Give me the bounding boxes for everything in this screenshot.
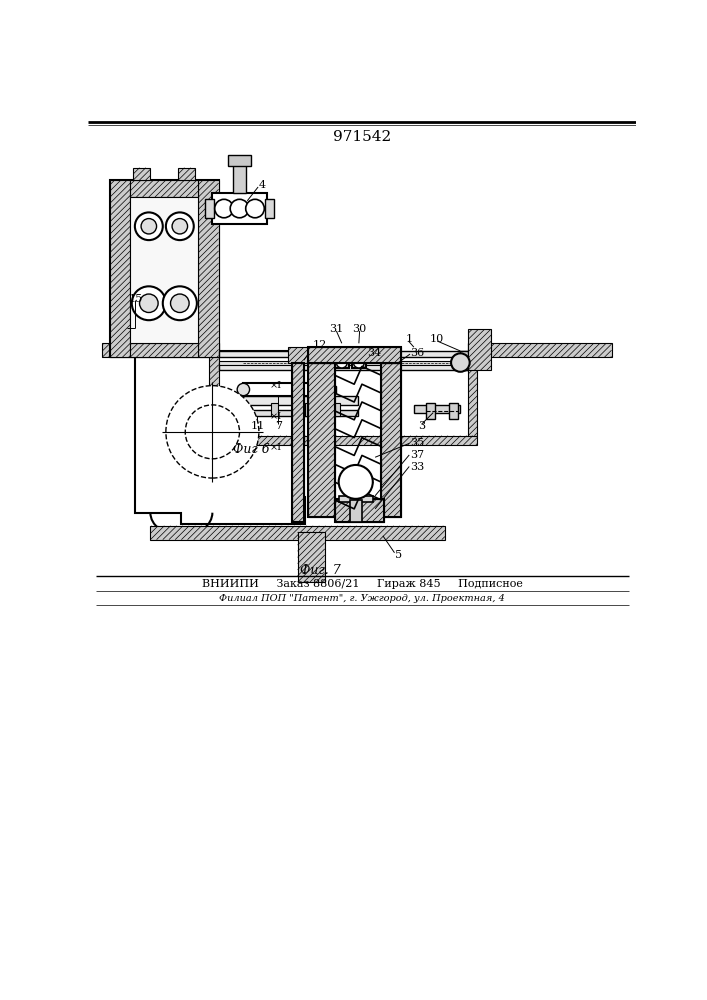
Bar [199, 180, 218, 357]
Text: 971542: 971542 [333, 130, 391, 144]
Bar [308, 347, 401, 363]
Text: 37: 37 [410, 450, 424, 460]
Circle shape [166, 386, 259, 478]
Text: 10: 10 [429, 334, 443, 344]
Circle shape [339, 465, 373, 499]
Circle shape [354, 357, 364, 368]
Bar [305, 403, 313, 416]
Circle shape [166, 212, 194, 240]
Bar [292, 363, 304, 522]
Bar [288, 347, 320, 363]
Bar [308, 363, 335, 517]
Bar [209, 436, 477, 445]
Text: Фиг. 7: Фиг. 7 [300, 564, 341, 577]
Circle shape [230, 199, 249, 218]
Bar [228, 155, 251, 166]
Text: 34: 34 [368, 348, 382, 358]
Bar [218, 410, 358, 416]
Bar [308, 347, 401, 363]
Text: 11: 11 [250, 421, 264, 431]
Bar [460, 351, 468, 370]
Bar [349, 500, 362, 522]
Bar [381, 363, 401, 517]
Bar [218, 361, 464, 365]
Text: 33: 33 [410, 462, 424, 472]
Bar [110, 180, 130, 357]
Text: 30: 30 [352, 324, 366, 334]
Bar [468, 343, 612, 357]
Text: Фиг 6: Фиг 6 [233, 443, 269, 456]
Circle shape [172, 219, 187, 234]
Text: 5: 5 [395, 550, 402, 560]
Text: ВНИИПИ     Заказ 8806/21     Гираж 845     Подписное: ВНИИПИ Заказ 8806/21 Гираж 845 Подписное [201, 579, 522, 589]
Bar [468, 329, 491, 370]
Bar [313, 386, 337, 393]
Bar [130, 180, 199, 197]
Bar [308, 363, 335, 517]
Circle shape [132, 286, 166, 320]
Circle shape [141, 219, 156, 234]
Bar [298, 532, 325, 582]
Bar [335, 357, 349, 368]
Polygon shape [135, 351, 305, 524]
Bar [204, 199, 214, 218]
Bar [235, 403, 243, 416]
Bar [332, 403, 340, 416]
Text: ×I: ×I [270, 381, 282, 390]
Bar [218, 396, 358, 405]
Circle shape [215, 199, 233, 218]
Bar [218, 351, 468, 357]
Text: ×I: ×I [270, 412, 282, 421]
Bar [233, 162, 246, 193]
Bar [110, 180, 218, 357]
Circle shape [170, 294, 189, 312]
Circle shape [135, 212, 163, 240]
Bar [335, 499, 385, 522]
Bar [381, 363, 401, 517]
Bar [335, 499, 385, 522]
Bar [178, 168, 195, 180]
Text: 7: 7 [275, 421, 282, 431]
Bar [103, 343, 218, 357]
Bar [292, 363, 304, 522]
Bar [271, 403, 279, 416]
Bar [352, 357, 366, 368]
Bar [130, 343, 199, 357]
Bar [134, 168, 151, 180]
Text: 4: 4 [259, 180, 266, 190]
Text: Филиал ПОП "Патент", г. Ужгород, ул. Проектная, 4: Филиал ПОП "Патент", г. Ужгород, ул. Про… [219, 594, 505, 603]
Bar [265, 199, 274, 218]
Bar [449, 403, 458, 419]
Circle shape [246, 199, 264, 218]
Text: 35: 35 [410, 438, 424, 448]
Bar [130, 197, 199, 343]
Bar [414, 405, 460, 413]
Bar [209, 343, 218, 436]
Bar [468, 343, 477, 436]
Bar [212, 193, 267, 224]
Circle shape [185, 405, 240, 459]
Circle shape [163, 286, 197, 320]
Text: 15: 15 [129, 294, 143, 304]
Bar [218, 363, 468, 370]
Text: 36: 36 [410, 348, 424, 358]
Text: 31: 31 [329, 324, 343, 334]
Bar [151, 526, 445, 540]
Bar [339, 496, 373, 502]
Bar [243, 383, 321, 396]
Circle shape [139, 294, 158, 312]
Text: 12: 12 [313, 340, 327, 350]
Circle shape [451, 353, 469, 372]
Circle shape [337, 357, 347, 368]
Text: ×I: ×I [270, 443, 282, 452]
Text: 1: 1 [406, 334, 414, 344]
Circle shape [237, 383, 250, 396]
Text: 3: 3 [418, 421, 425, 431]
Bar [426, 403, 435, 419]
